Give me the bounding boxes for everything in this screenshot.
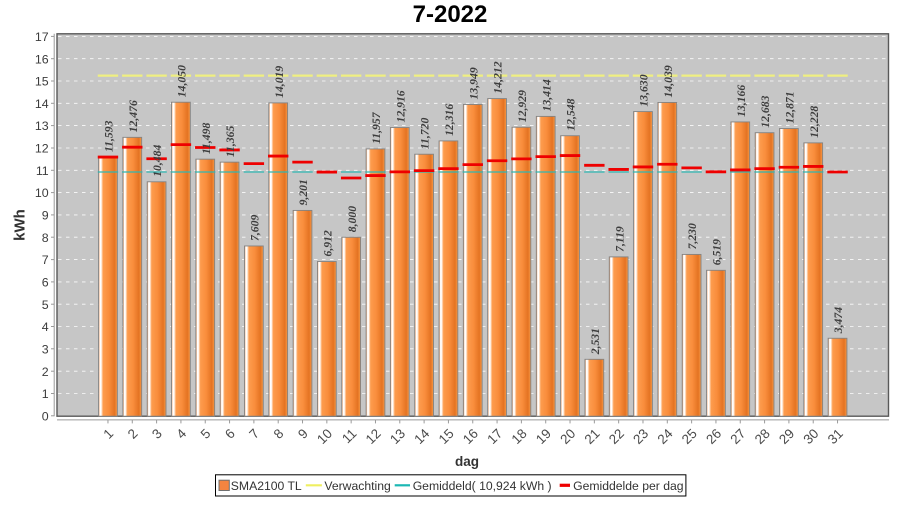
- svg-text:17: 17: [35, 30, 49, 44]
- svg-text:12,929: 12,929: [516, 90, 529, 122]
- svg-text:11,498: 11,498: [200, 123, 213, 155]
- svg-text:5: 5: [42, 298, 49, 312]
- svg-text:10: 10: [35, 186, 49, 200]
- svg-text:1: 1: [42, 387, 49, 401]
- svg-text:Gemiddelde per dag: Gemiddelde per dag: [573, 479, 683, 493]
- svg-text:3: 3: [42, 342, 49, 356]
- svg-text:13,166: 13,166: [735, 85, 748, 117]
- svg-text:11,957: 11,957: [370, 111, 383, 144]
- svg-text:13,949: 13,949: [467, 67, 480, 99]
- svg-text:Gemiddeld( 10,924 kWh ): Gemiddeld( 10,924 kWh ): [413, 479, 552, 493]
- svg-text:9,201: 9,201: [297, 179, 310, 205]
- svg-text:13,414: 13,414: [540, 79, 553, 111]
- svg-text:14,050: 14,050: [176, 65, 189, 97]
- svg-text:kWh: kWh: [12, 209, 29, 241]
- svg-text:11: 11: [36, 164, 49, 178]
- svg-text:6,912: 6,912: [321, 230, 334, 256]
- svg-text:0: 0: [42, 409, 49, 423]
- svg-text:12: 12: [35, 142, 49, 156]
- svg-text:16: 16: [35, 52, 49, 66]
- svg-text:7,119: 7,119: [613, 226, 626, 252]
- svg-text:14,019: 14,019: [273, 66, 286, 98]
- svg-text:2: 2: [42, 365, 49, 379]
- svg-text:4: 4: [42, 320, 49, 334]
- svg-text:12,683: 12,683: [759, 95, 772, 127]
- svg-text:11,720: 11,720: [419, 118, 432, 150]
- svg-text:8: 8: [42, 231, 49, 245]
- svg-text:13: 13: [35, 119, 49, 133]
- svg-text:9: 9: [42, 209, 49, 223]
- svg-text:14: 14: [35, 97, 49, 111]
- svg-text:2,531: 2,531: [589, 328, 602, 355]
- svg-text:Verwachting: Verwachting: [324, 479, 390, 493]
- svg-text:7-2022: 7-2022: [413, 1, 488, 28]
- svg-text:12,316: 12,316: [443, 104, 456, 136]
- svg-text:dag: dag: [455, 454, 479, 469]
- svg-text:14,039: 14,039: [662, 65, 675, 97]
- svg-text:12,916: 12,916: [394, 90, 407, 122]
- svg-text:7,609: 7,609: [248, 215, 261, 241]
- svg-text:7,230: 7,230: [686, 223, 699, 249]
- svg-text:11,593: 11,593: [103, 120, 116, 152]
- svg-text:14,212: 14,212: [492, 61, 505, 93]
- svg-text:6,519: 6,519: [711, 239, 724, 265]
- svg-text:12,871: 12,871: [784, 91, 797, 123]
- svg-text:12,476: 12,476: [127, 100, 140, 132]
- svg-text:7: 7: [42, 253, 49, 267]
- svg-text:11,365: 11,365: [224, 125, 237, 157]
- svg-text:12,228: 12,228: [808, 106, 821, 138]
- svg-text:6: 6: [42, 276, 49, 290]
- svg-text:12,548: 12,548: [565, 98, 578, 130]
- svg-text:3,474: 3,474: [832, 307, 845, 334]
- svg-text:10,484: 10,484: [151, 145, 164, 177]
- svg-text:13,630: 13,630: [638, 74, 651, 106]
- svg-text:SMA2100 TL: SMA2100 TL: [231, 479, 302, 493]
- svg-text:8,000: 8,000: [346, 206, 359, 232]
- svg-text:15: 15: [35, 75, 49, 89]
